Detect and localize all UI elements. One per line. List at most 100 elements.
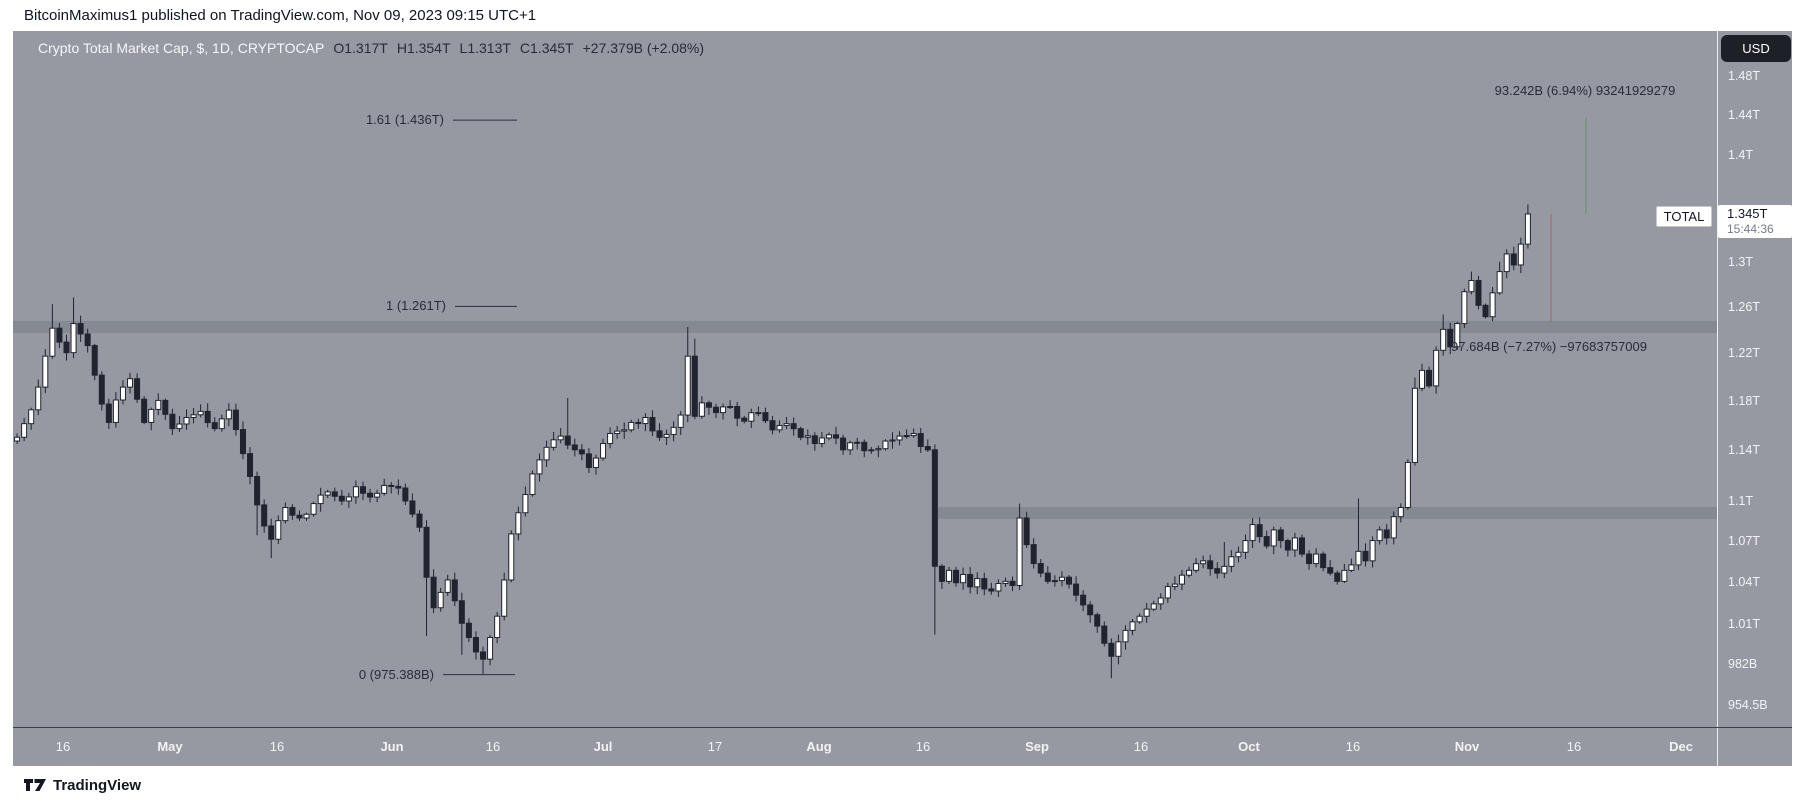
candle-body [1284, 540, 1291, 551]
candlestick-canvas[interactable] [13, 31, 1792, 766]
candle-body [974, 578, 981, 588]
candle-body [1157, 597, 1164, 605]
candle-body [988, 588, 995, 592]
candle-body [1030, 544, 1037, 565]
candle-body [416, 513, 423, 528]
candle-body [649, 417, 656, 432]
candle-body [1376, 529, 1383, 542]
candle-body [557, 435, 564, 441]
candle-body [769, 420, 776, 431]
candle-body [162, 399, 169, 415]
candle-body [1482, 304, 1489, 318]
candle-body [21, 423, 28, 438]
currency-toggle-button[interactable]: USD [1721, 35, 1791, 62]
candle-body [748, 412, 755, 422]
candle-body [1242, 540, 1249, 553]
price-scale[interactable]: 1.48T 1.44T 1.4T 1.3T 1.26T 1.22T 1.18T 1.14T 1.… [1717, 31, 1793, 727]
candle-body [698, 402, 705, 417]
candle-body [536, 459, 543, 475]
time-axis-day-label: 16 [1345, 739, 1361, 754]
price-axis-label: 1.22T [1728, 345, 1760, 360]
candle-body [374, 492, 381, 498]
candle-body [938, 565, 945, 582]
candle-body [218, 418, 225, 430]
price-axis-label: 1.07T [1728, 533, 1760, 548]
candle-body [310, 503, 317, 515]
candle-body [783, 423, 790, 427]
candle-body [367, 492, 374, 498]
candle-body [487, 637, 494, 660]
candle-body [444, 579, 451, 593]
candle-body [734, 405, 741, 419]
candle-body [1101, 625, 1108, 644]
candle-body [338, 495, 345, 502]
tradingview-logo-link[interactable]: TradingView [24, 775, 141, 795]
time-axis-month-label: May [157, 739, 183, 754]
candle-body [825, 434, 832, 439]
price-axis-label: 1.3T [1728, 254, 1754, 269]
candle-body [592, 457, 599, 469]
candle-body [275, 520, 282, 540]
candle-body [953, 569, 960, 584]
candle-body [1447, 328, 1454, 348]
candle-body [924, 446, 931, 451]
candle-body [395, 485, 402, 489]
candle-body [642, 417, 649, 425]
candle-body [1108, 642, 1115, 657]
candle-body [1016, 517, 1023, 586]
bar-countdown: 15:44:36 [1727, 222, 1774, 236]
candle-body [578, 449, 585, 455]
candle-body [522, 493, 529, 514]
candle-body [1440, 328, 1447, 351]
candle-body [494, 615, 501, 639]
candle-body [1171, 583, 1178, 588]
candle-body [931, 449, 938, 567]
candle-body [91, 345, 98, 376]
candle-body [1334, 572, 1341, 582]
candle-body [854, 441, 861, 444]
candle-body [804, 435, 811, 438]
price-range-label: 93.242B (6.94%) 93241929279 [1494, 83, 1676, 98]
time-axis-month-label: Dec [1669, 739, 1693, 754]
candle-body [430, 576, 437, 609]
candle-body [1249, 524, 1256, 542]
chart-pane[interactable]: Crypto Total Market Cap, $, 1D, CRYPTOCA… [13, 31, 1793, 767]
candle-body [197, 410, 204, 416]
candle-body [77, 323, 84, 335]
candle-body [296, 514, 303, 519]
candle-body [1178, 574, 1185, 585]
symbol-legend[interactable]: Crypto Total Market Cap, $, 1D, CRYPTOCA… [38, 40, 704, 56]
candle-body [409, 500, 416, 515]
candle-body [1193, 563, 1200, 571]
candle-body [1320, 553, 1327, 569]
time-axis-day-label: 16 [55, 739, 71, 754]
candle-body [324, 491, 331, 496]
legend-value: O1.317T [333, 40, 388, 56]
candle-body [1115, 641, 1122, 657]
price-axis-label: 1.48T [1728, 68, 1760, 83]
candle-body [127, 378, 134, 388]
candle-body [1214, 568, 1221, 574]
time-scale[interactable]: 16 May 16 Jun 16 Jul 17 Aug 16 Sep 16 Oct 16 Nov 16 Dec [13, 727, 1792, 767]
price-axis-label: 982B [1728, 657, 1758, 671]
candle-body [741, 417, 748, 422]
price-axis-label: 1.1T [1728, 494, 1754, 509]
candle-body [896, 435, 903, 441]
time-axis-month-label: Nov [1454, 739, 1480, 754]
candle-body [1023, 517, 1030, 546]
candle-body [995, 582, 1002, 592]
candle-body [1235, 551, 1242, 558]
candle-body [1122, 629, 1129, 643]
candle-body [331, 491, 338, 497]
fib-level-label: 1 (1.261T) [386, 298, 446, 314]
candle-body [981, 578, 988, 590]
candle-body [571, 444, 578, 451]
time-axis-day-label: 16 [915, 739, 931, 754]
candle-body [607, 433, 614, 445]
candle-body [663, 433, 670, 438]
candle-body [917, 433, 924, 448]
candle-body [451, 579, 458, 602]
time-axis-day-label: 16 [1566, 739, 1582, 754]
candle-body [1080, 594, 1087, 606]
candle-body [141, 398, 148, 423]
